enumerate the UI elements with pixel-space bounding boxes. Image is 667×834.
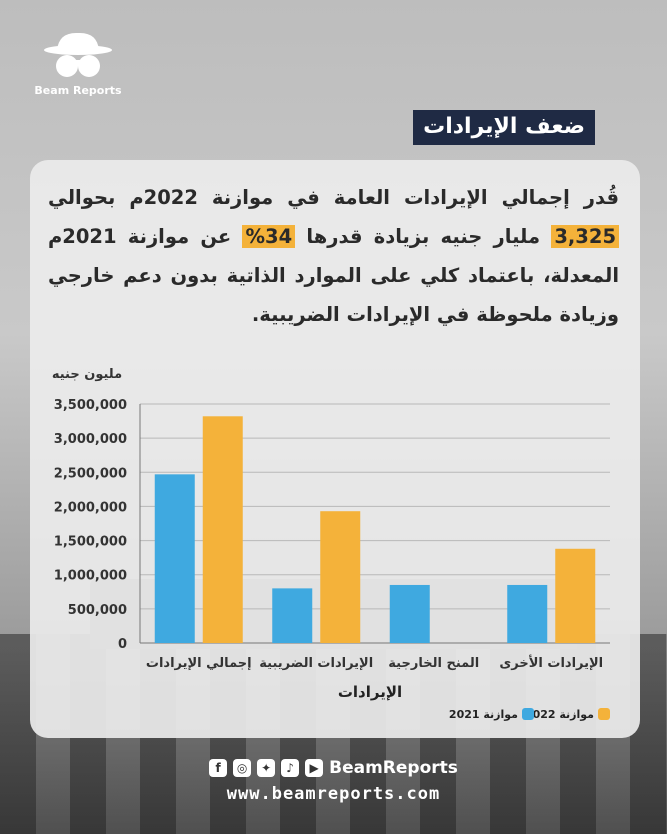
y-tick-label: 1,000,000 xyxy=(54,569,127,584)
y-tick-label: 3,000,000 xyxy=(54,432,127,447)
bar xyxy=(507,584,548,643)
social-handle[interactable]: BeamReports xyxy=(329,758,458,778)
legend-label: موازنة 2021 xyxy=(449,708,518,721)
facebook-icon[interactable]: f xyxy=(209,759,228,777)
legend-swatch xyxy=(522,708,534,720)
bar xyxy=(555,548,596,643)
bar xyxy=(389,584,430,643)
paragraph-part-1: قُدر إجمالي الإيرادات العامة في موازنة 2… xyxy=(48,186,620,209)
x-tick-label: إجمالي الإيرادات xyxy=(146,656,252,671)
spy-hat-icon xyxy=(44,32,112,77)
paragraph-part-3: عن موازنة 2021م المعدلة، باعتماد كلي على… xyxy=(48,225,619,326)
tiktok-icon[interactable]: ♪ xyxy=(281,759,300,777)
x-tick-label: الإيرادات الضريبية xyxy=(259,656,373,671)
summary-paragraph: قُدر إجمالي الإيرادات العامة في موازنة 2… xyxy=(48,178,620,334)
y-tick-label: 3,500,000 xyxy=(54,398,127,413)
twitter-icon[interactable]: ✦ xyxy=(257,759,276,777)
y-tick-label: 1,500,000 xyxy=(54,535,127,550)
x-tick-label: الإيرادات الأخرى xyxy=(499,654,603,671)
bar xyxy=(202,416,243,643)
y-tick-label: 500,000 xyxy=(68,603,127,618)
logo-text: Beam Reports xyxy=(34,84,122,97)
y-tick-label: 2,000,000 xyxy=(54,500,127,515)
y-axis-label: مليون جنيه xyxy=(52,367,122,382)
page-title: ضعف الإيرادات xyxy=(413,110,595,145)
brand-logo: Beam Reports xyxy=(28,30,128,97)
social-row: f ◎ ✦ ♪ ▶ BeamReports xyxy=(0,758,667,778)
x-axis-label: الإيرادات xyxy=(338,683,402,701)
bar xyxy=(154,474,195,643)
paragraph-part-2: مليار جنيه بزيادة قدرها xyxy=(295,225,552,248)
website-url[interactable]: www.beamreports.com xyxy=(226,784,441,804)
bar xyxy=(320,511,361,643)
y-tick-label: 0 xyxy=(118,637,127,652)
bar xyxy=(272,588,313,643)
instagram-icon[interactable]: ◎ xyxy=(233,759,252,777)
x-tick-label: المنح الخارجية xyxy=(388,656,479,671)
youtube-icon[interactable]: ▶ xyxy=(305,759,324,777)
highlight-amount: 3,325 xyxy=(551,225,620,248)
legend-swatch xyxy=(598,708,610,720)
y-tick-label: 2,500,000 xyxy=(54,466,127,481)
footer: f ◎ ✦ ♪ ▶ BeamReports www.beamreports.co… xyxy=(0,758,667,804)
highlight-percent: 34% xyxy=(242,225,296,248)
legend-label: موازنة 2022 xyxy=(525,708,594,721)
